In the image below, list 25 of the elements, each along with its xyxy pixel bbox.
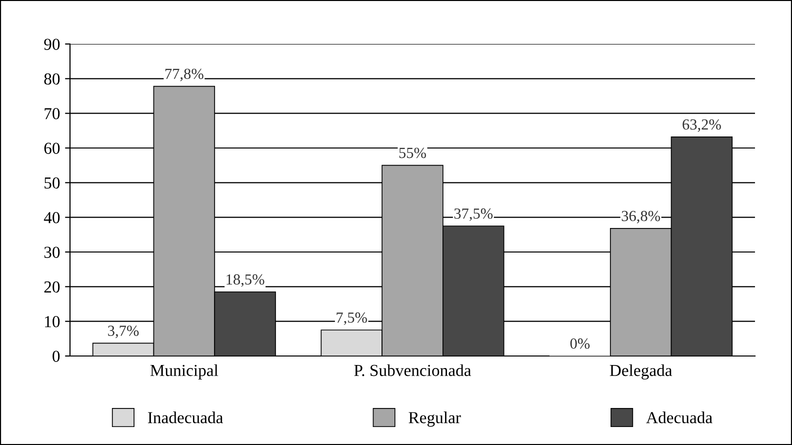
legend-label: Regular xyxy=(408,412,461,427)
y-tick-label: 80 xyxy=(44,73,60,85)
x-tick-label: P. Subvencionada xyxy=(354,364,472,376)
y-tick-label: 40 xyxy=(44,212,60,224)
y-tick-label: 70 xyxy=(44,108,60,120)
y-tick-label: 30 xyxy=(44,246,60,258)
legend-label: Adecuada xyxy=(646,412,712,424)
data-label: 36,8% xyxy=(622,210,660,224)
y-tick-label: 10 xyxy=(45,316,60,328)
data-label: 37,5% xyxy=(454,208,493,221)
y-tick-label: 50 xyxy=(44,177,60,189)
y-tick-label: 90 xyxy=(44,38,60,50)
x-tick-label: Municipal xyxy=(150,364,218,380)
y-tick-label: 60 xyxy=(44,142,60,154)
data-label: 63,2% xyxy=(682,119,721,132)
y-tick-label: 20 xyxy=(44,281,60,293)
x-tick-label: Delegada xyxy=(610,364,672,380)
data-label: 3,7% xyxy=(108,326,139,338)
data-label: 77,8% xyxy=(165,68,204,82)
data-label: 7,5% xyxy=(336,312,367,325)
data-label: 55% xyxy=(399,148,426,158)
y-tick-label: 0 xyxy=(52,350,60,362)
data-label: 0% xyxy=(570,338,590,349)
data-label: 18,5% xyxy=(226,274,264,287)
legend-label: Inadecuada xyxy=(148,412,224,424)
